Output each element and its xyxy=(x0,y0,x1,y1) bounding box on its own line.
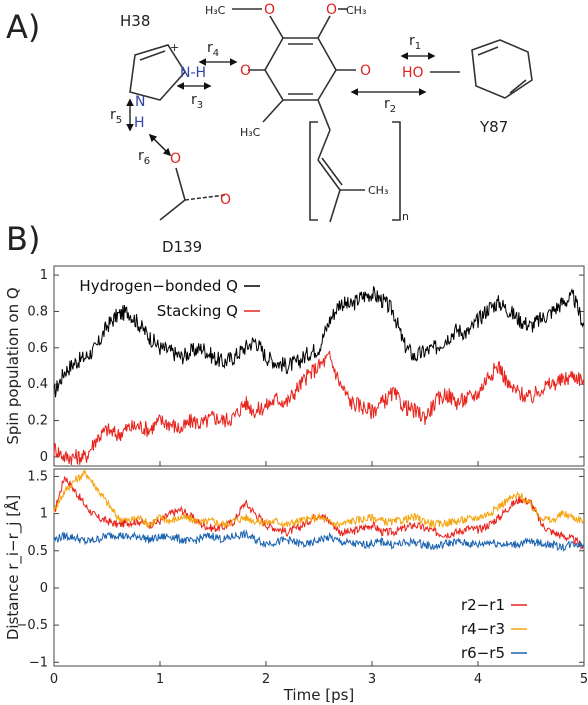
x-tick-label: 2 xyxy=(262,672,270,687)
repeat-bracket-left xyxy=(309,121,318,221)
x-tick-label: 3 xyxy=(368,672,376,687)
y-tick-label: 1 xyxy=(40,268,48,283)
h-label: H xyxy=(134,115,145,131)
quinone-ring xyxy=(264,37,337,101)
x-tick-label: 0 xyxy=(50,672,58,687)
r2-label: r2 xyxy=(384,96,396,115)
methyl-label: H₃C xyxy=(240,126,261,139)
methoxy-bond-left xyxy=(269,15,284,39)
y-tick-label: 1 xyxy=(40,507,48,522)
plot-frame xyxy=(53,265,585,467)
y-tick-label: 1.5 xyxy=(27,469,48,484)
o-left-label: O xyxy=(240,63,251,79)
y-axis-label: Distance r_i−r_j [Å] xyxy=(3,495,23,640)
phenol-double-1 xyxy=(477,46,499,56)
y-tick-label: 0.2 xyxy=(27,414,48,429)
molecule-diagram: H38 + N-H N H r5 r3 r4 O O O O H₃C CH₃ xyxy=(110,2,533,256)
panel-b-label: B) xyxy=(6,220,40,258)
y-tick-label: 0.6 xyxy=(27,341,48,356)
y-axis-label: Spin population on Q xyxy=(4,287,22,444)
series-line-0 xyxy=(53,285,585,398)
imidazole-ring xyxy=(129,44,186,101)
r6-label: r6 xyxy=(138,148,150,167)
x-axis-label: Time [ps] xyxy=(283,686,355,704)
tail-bond-4 xyxy=(329,189,341,223)
o-asp2-label: O xyxy=(220,192,231,208)
legend-entry-label: r2−r1 xyxy=(461,596,505,614)
tail-bond-2 xyxy=(317,129,331,161)
panel-a-label: A) xyxy=(6,8,40,46)
series-line-1 xyxy=(53,468,585,529)
y-tick-label: −1 xyxy=(29,655,48,670)
tail-bond-3 xyxy=(317,159,341,191)
res-d139-label: D139 xyxy=(162,238,202,256)
x-tick-label: 1 xyxy=(156,672,164,687)
phenol-double-2 xyxy=(509,79,527,94)
n-label: N xyxy=(135,94,145,110)
y-tick-label: 0 xyxy=(40,450,48,465)
tail-double-bond xyxy=(321,157,343,186)
x-tick-label: 5 xyxy=(580,672,588,687)
tail-bond-1 xyxy=(317,99,331,131)
o-asp-label: O xyxy=(170,151,181,167)
asp-co-bond xyxy=(175,167,186,201)
plus-charge: + xyxy=(170,41,179,54)
r3-label: r3 xyxy=(191,92,203,111)
o-methoxy-right: O xyxy=(326,2,337,18)
x-tick-label: 4 xyxy=(474,672,482,687)
repeat-bracket-right xyxy=(392,121,401,221)
series-line-1 xyxy=(53,350,585,465)
asp-co2-bond xyxy=(184,194,226,201)
series-line-2 xyxy=(53,529,585,553)
legend-entry-label: Hydrogen−bonded Q xyxy=(79,277,238,295)
methoxy-right-label: CH₃ xyxy=(346,4,366,17)
plot-frame xyxy=(53,468,585,667)
o-right-label: O xyxy=(360,63,371,79)
legend-entry-label: r6−r5 xyxy=(461,644,505,662)
repeat-n: n xyxy=(402,210,409,223)
legend-entry-label: Stacking Q xyxy=(157,302,238,320)
ch3-tail-label: CH₃ xyxy=(368,184,388,197)
nh-label: N-H xyxy=(180,65,206,81)
r5-label: r5 xyxy=(110,107,122,126)
legend-entry-label: r4−r3 xyxy=(461,620,505,638)
r1-label: r1 xyxy=(409,33,421,52)
o-methoxy-left: O xyxy=(264,2,275,18)
phenol-ring xyxy=(471,39,533,99)
y-tick-label: 0.5 xyxy=(27,544,48,559)
res-h38-label: H38 xyxy=(120,12,150,30)
imidazole-double-bond xyxy=(139,50,166,61)
asp-c-bond xyxy=(159,199,186,221)
res-y87-label: Y87 xyxy=(479,118,508,136)
methoxy-bond-right xyxy=(317,15,331,39)
spin-population-chart: 0 0.2 0.4 0.6 0.8 1 Spin population on Q Hydrog… xyxy=(4,265,585,467)
y-tick-label: 0.8 xyxy=(27,304,48,319)
y-tick-label: 0.4 xyxy=(27,377,48,392)
methyl-bond xyxy=(262,99,284,123)
distance-chart: −1 −0.5 0 0.5 1 1.5 0 1 2 3 4 5 Distance r_i−r_j [Å]… xyxy=(3,468,588,704)
r4-label: r4 xyxy=(207,40,219,59)
y-tick-label: −0.5 xyxy=(16,618,48,633)
methoxy-left-label: H₃C xyxy=(205,4,226,17)
y-tick-label: 0 xyxy=(40,581,48,596)
r6-arrow xyxy=(148,133,172,157)
ho-label: HO xyxy=(402,65,424,81)
